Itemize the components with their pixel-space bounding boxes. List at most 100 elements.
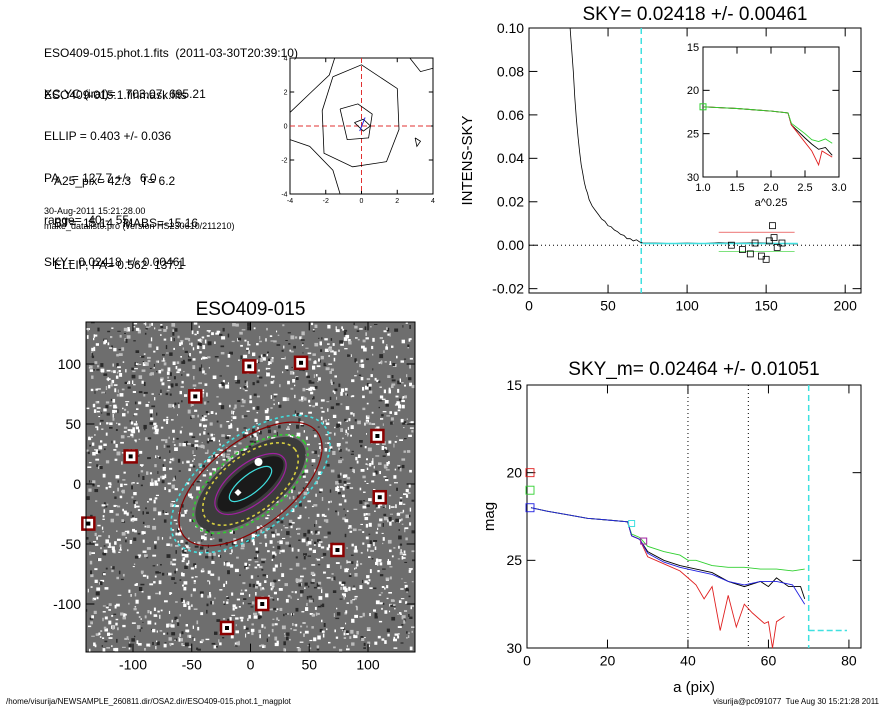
mask-square-center bbox=[128, 454, 133, 459]
contour-xtick-label: -4 bbox=[287, 198, 293, 205]
mask-square-center bbox=[86, 521, 91, 526]
sky-sample-square bbox=[739, 246, 746, 253]
image-xtick-label: 100 bbox=[356, 657, 380, 673]
mag-series-red bbox=[530, 507, 785, 649]
sky-ytick-label: 0.04 bbox=[497, 150, 524, 166]
mask-square-center bbox=[193, 394, 198, 399]
header-block: ESO409-015.phot.1.fits (2011-03-30T20:39… bbox=[44, 18, 298, 116]
inset-xtick-label: 1.0 bbox=[695, 182, 710, 194]
image-xtick-label: -50 bbox=[182, 657, 202, 673]
image-ytick-label: 0 bbox=[73, 476, 81, 492]
sky-ytick-label: 0.08 bbox=[497, 63, 524, 79]
galaxy-image-plot: -100 -50 0 50 100 -100 -50 0 50 100 ESO409-015 bbox=[53, 299, 416, 673]
inset-start-square bbox=[699, 103, 707, 111]
isophote-ellipse-maroon bbox=[178, 421, 323, 547]
inset-xtick-label: 2.0 bbox=[763, 182, 778, 194]
sky-xtick-label: 200 bbox=[834, 298, 858, 314]
mag-xtick-label: 60 bbox=[761, 653, 777, 669]
sky-sample-square bbox=[727, 241, 735, 249]
contour-line bbox=[289, 139, 341, 195]
contour-ytick-label: -2 bbox=[281, 157, 287, 164]
isophote-ellipse-cyan bbox=[228, 465, 273, 503]
contour-xtick-label: 0 bbox=[360, 198, 364, 205]
contour-line bbox=[414, 137, 422, 148]
mag-title: SKY_m= 0.02464 +/- 0.01051 bbox=[568, 359, 819, 380]
isophote-ellipse-purple bbox=[214, 452, 287, 516]
sky-sample-square bbox=[751, 239, 759, 247]
mag-series-black bbox=[530, 507, 806, 600]
contour-center-marker bbox=[359, 117, 366, 132]
mag-ytick-label: 20 bbox=[507, 465, 523, 481]
mask-square-center bbox=[299, 360, 304, 365]
mag-ytick-label: 15 bbox=[507, 377, 523, 393]
image-ytick-label: 100 bbox=[58, 356, 82, 372]
results-line-2: BT= 15.14 MABS=-15.16 bbox=[54, 216, 199, 230]
contour-ytick-label: 0 bbox=[284, 123, 288, 130]
inset-background bbox=[703, 47, 839, 177]
header-line-2: ESO409-015.1.finmask.fits bbox=[44, 88, 187, 102]
inset-ytick-label: 15 bbox=[687, 42, 699, 54]
header-line-1: ESO409-015.phot.1.fits (2011-03-30T20:39… bbox=[44, 46, 298, 60]
mask-square-center bbox=[260, 602, 265, 606]
mag-plot: 0 20 40 60 80 15 20 25 30 SKY_m= 0.02464 +/- 0.01… bbox=[481, 359, 862, 696]
mag-marker-cyan bbox=[628, 520, 636, 528]
sky-ytick-label: 0.00 bbox=[497, 237, 524, 253]
mag-ylabel: mag bbox=[481, 502, 498, 531]
params-line-2: ELLIP = 0.403 +/- 0.036 bbox=[44, 129, 172, 143]
mag-start-square-red bbox=[525, 468, 535, 478]
image-ytick-label: 50 bbox=[66, 416, 82, 432]
sky-title: SKY= 0.02418 +/- 0.00461 bbox=[582, 4, 807, 25]
program-line: make_datalist0.pro (version HS230610/211… bbox=[44, 221, 235, 231]
inset-xlabel: a^0.25 bbox=[755, 197, 788, 209]
mag-ytick-label: 30 bbox=[507, 640, 523, 656]
inset-ytick-label: 25 bbox=[687, 129, 699, 141]
image-title: ESO409-015 bbox=[196, 299, 306, 320]
inset-xtick-label: 1.5 bbox=[729, 182, 744, 194]
footer-right: visurija@pc091077 Tue Aug 30 15:21:28 20… bbox=[713, 697, 879, 706]
sky-ylabel: INTENS-SKY bbox=[459, 115, 476, 205]
image-xtick-label: 0 bbox=[247, 657, 255, 673]
contour-xtick-label: 4 bbox=[431, 198, 435, 205]
contour-ytick-label: 2 bbox=[284, 89, 288, 96]
mag-xtick-label: 0 bbox=[523, 653, 531, 669]
sky-xtick-label: 50 bbox=[600, 298, 616, 314]
results-line-1: A25_pix= 42.3 T= 6.2 bbox=[54, 174, 176, 188]
mag-xtick-label: 80 bbox=[841, 653, 857, 669]
contour-line bbox=[321, 64, 400, 168]
sky-ytick-label: -0.02 bbox=[492, 281, 524, 297]
galaxy-core bbox=[217, 456, 284, 512]
mag-xtick-label: 40 bbox=[680, 653, 696, 669]
contour-xtick-label: -2 bbox=[323, 198, 329, 205]
params-line-4: range= 40.- 55. bbox=[44, 213, 133, 227]
sky-plot: 0 50 100 150 200 -0.02 0.00 0.02 0.04 0.06 0.08 0.1… bbox=[459, 4, 862, 314]
sky-inset-plot: 1.0 1.5 2.0 2.5 3.0 15 20 25 30 a^0.25 bbox=[687, 42, 847, 209]
mask-square-center bbox=[375, 434, 380, 438]
contour-plot: -4 -2 0 2 4 -4 -2 0 2 4 bbox=[281, 55, 435, 204]
mag-ytick-label: 25 bbox=[507, 552, 523, 568]
mag-xlabel: a (pix) bbox=[673, 679, 715, 696]
footer-left: /home/visurija/NEWSAMPLE_260811.dir/OSA2… bbox=[6, 697, 291, 706]
sky-sample-square bbox=[778, 239, 786, 247]
sky-xtick-label: 150 bbox=[754, 298, 778, 314]
inset-xtick-label: 2.5 bbox=[797, 182, 812, 194]
results-line-3: ELLIP, PA= 0.562 137.1 bbox=[54, 258, 184, 272]
inset-ytick-label: 20 bbox=[687, 85, 699, 97]
sky-ytick-label: 0.10 bbox=[497, 20, 524, 36]
sky-sample-square bbox=[746, 250, 754, 258]
inset-series-green bbox=[702, 106, 833, 144]
results-block: A25_pix= 42.3 T= 6.2 BT= 15.14 MABS=-15.… bbox=[54, 146, 198, 286]
sky-sample-square bbox=[770, 234, 778, 242]
inset-ytick-label: 30 bbox=[687, 172, 699, 184]
contour-line bbox=[289, 57, 336, 113]
image-center-marker bbox=[234, 488, 242, 497]
date-line: 30-Aug-2011 15:21:28.00 bbox=[44, 206, 146, 216]
sky-xtick-label: 0 bbox=[525, 298, 533, 314]
mask-square-center bbox=[247, 364, 252, 369]
isophote-ellipse-yellow bbox=[201, 441, 300, 527]
sky-ytick-label: 0.06 bbox=[497, 107, 524, 123]
contour-ytick-label: 4 bbox=[284, 55, 288, 62]
mag-marker-purple bbox=[640, 537, 648, 545]
image-ytick-label: -100 bbox=[53, 596, 81, 612]
sky-frame bbox=[528, 27, 862, 294]
